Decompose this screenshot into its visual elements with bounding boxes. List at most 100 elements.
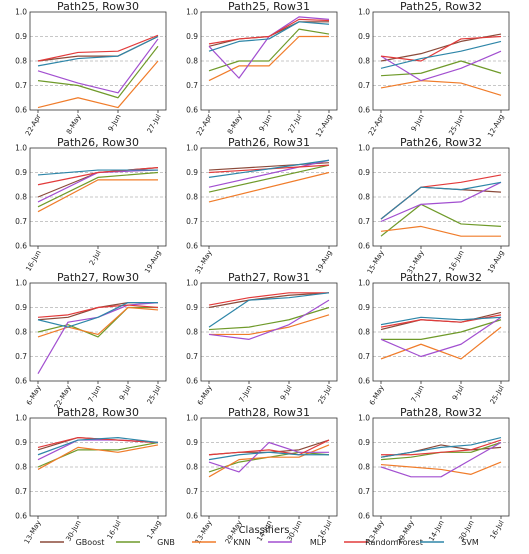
legend: Classifiers GBoost GNB KNN MLP RandomForest SV… (40, 525, 479, 547)
x-tick-label: 27-Jul (146, 113, 163, 135)
x-tick-label: 27-Jul (287, 113, 304, 135)
y-tick-label: 0.9 (358, 438, 370, 447)
y-tick-label: 1.0 (186, 144, 198, 153)
series-line-svm (37, 302, 158, 328)
y-tick-label: 0.7 (186, 217, 198, 226)
y-tick-label: 0.8 (358, 328, 370, 337)
series-line-knn (37, 444, 159, 470)
y-tick-label: 0.9 (358, 32, 370, 41)
y-tick-label: 1.0 (358, 414, 370, 423)
series-line-knn (37, 60, 159, 109)
y-tick-label: 0.8 (186, 463, 198, 472)
series-line-svm (208, 159, 330, 178)
series-line-gnb (380, 203, 502, 237)
subplot-title: Path28, Row32 (400, 406, 482, 419)
x-tick-label: 7-Jun (238, 384, 254, 404)
y-tick-label: 0.8 (15, 328, 27, 337)
legend-label-mlp: MLP (310, 538, 326, 547)
y-tick-label: 0.9 (358, 303, 370, 312)
x-tick-label: 12-Aug (314, 113, 333, 139)
y-tick-label: 0.6 (358, 512, 370, 521)
subplot-title: Path25, Row31 (228, 0, 310, 13)
y-tick-label: 0.7 (358, 217, 370, 226)
x-tick-label: 12-Aug (486, 113, 505, 139)
x-tick-label: 22-Apr (24, 113, 43, 137)
y-tick-label: 0.6 (186, 242, 198, 251)
x-tick-label: 25-Jul (146, 384, 163, 406)
y-tick-label: 0.6 (15, 377, 27, 386)
y-tick-label: 0.6 (186, 512, 198, 521)
y-tick-label: 0.6 (358, 106, 370, 115)
y-tick-label: 0.9 (186, 32, 198, 41)
x-tick-label: 9-Jul (279, 384, 294, 402)
series-line-svm (380, 40, 502, 69)
series-line-mlp (208, 299, 330, 340)
series-line-mlp (208, 159, 330, 188)
plot-frame (29, 11, 167, 111)
series-line-svm (37, 437, 159, 456)
legend-label-randomforest: RandomForest (365, 538, 423, 547)
subplot-4: Path26, Row30 0.6 0.7 0.8 0.9 1.0 16-Jun 2-Jul 1… (15, 136, 167, 275)
y-tick-label: 1.0 (358, 279, 370, 288)
legend-label-gboost: GBoost (76, 538, 105, 547)
y-tick-label: 0.7 (15, 217, 27, 226)
series-line-knn (37, 179, 158, 213)
x-tick-label: 8-May (65, 113, 83, 136)
plot-frame (372, 147, 510, 247)
series-line-gnb (37, 171, 159, 208)
y-tick-label: 1.0 (15, 414, 27, 423)
subplot-title: Path26, Row32 (400, 136, 482, 149)
y-tick-label: 0.7 (186, 352, 198, 361)
y-tick-label: 0.7 (15, 352, 27, 361)
series-line-randomforest (37, 167, 159, 186)
series-line-randomforest (380, 35, 502, 62)
y-tick-label: 0.9 (15, 438, 27, 447)
x-tick-label: 9-Jun (107, 113, 123, 133)
y-tick-label: 0.7 (358, 81, 370, 90)
y-tick-label: 0.6 (358, 242, 370, 251)
y-tick-label: 0.7 (15, 81, 27, 90)
subplot-8: Path27, Row31 0.6 0.7 0.8 0.9 1.0 6-May 7-Jun 9-… (186, 271, 338, 407)
x-tick-label: 8-May (226, 113, 244, 136)
series-line-mlp (380, 441, 502, 478)
series-line-knn (380, 79, 502, 96)
series-line-svm (208, 292, 330, 328)
legend-title: Classifiers (239, 525, 290, 536)
y-tick-label: 0.8 (358, 463, 370, 472)
x-tick-label: 31-May (194, 249, 214, 275)
legend-label-svm: SVM (461, 538, 479, 547)
plot-frame (29, 417, 167, 517)
legend-label-gnb: GNB (157, 538, 175, 547)
x-tick-label: 25-Jul (317, 384, 334, 406)
x-tick-label: 9-Jul (451, 384, 466, 402)
y-tick-label: 0.7 (358, 487, 370, 496)
subplot-2: Path25, Row31 0.6 0.7 0.8 0.9 1.0 22-Apr 8-May 9… (186, 0, 338, 139)
series-line-mlp (37, 38, 159, 94)
series-line-gboost (208, 292, 330, 309)
series-line-svm (380, 181, 502, 220)
y-tick-label: 0.9 (358, 168, 370, 177)
x-tick-label: 6-May (196, 384, 214, 407)
series-line-svm (380, 437, 502, 458)
y-tick-label: 1.0 (15, 8, 27, 17)
y-tick-label: 0.6 (15, 106, 27, 115)
x-tick-label: 16-Jun (24, 249, 42, 273)
series-line-randomforest (381, 439, 502, 456)
y-tick-label: 0.8 (15, 193, 27, 202)
series-line-mlp (380, 181, 502, 223)
series-line-svm (37, 35, 159, 67)
series-line-knn (209, 314, 330, 336)
series-line-gnb (208, 306, 330, 331)
y-tick-label: 0.8 (358, 57, 370, 66)
series-line-knn (208, 171, 330, 203)
x-tick-label: 16-Jun (447, 249, 465, 273)
y-tick-label: 0.9 (186, 303, 198, 312)
x-tick-label: 13-May (23, 519, 43, 545)
subplot-title: Path25, Row32 (400, 0, 482, 13)
y-tick-label: 0.8 (186, 328, 198, 337)
